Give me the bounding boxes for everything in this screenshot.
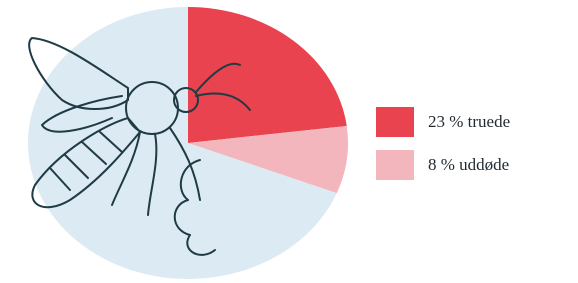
legend-label: 23 % truede	[428, 112, 510, 131]
legend: 23 % truede 8 % uddøde	[376, 107, 510, 180]
legend-swatch	[376, 150, 414, 180]
legend-label: 8 % uddøde	[428, 155, 509, 174]
legend-swatch	[376, 107, 414, 137]
chart: 23 % truede 8 % uddøde	[0, 0, 578, 283]
